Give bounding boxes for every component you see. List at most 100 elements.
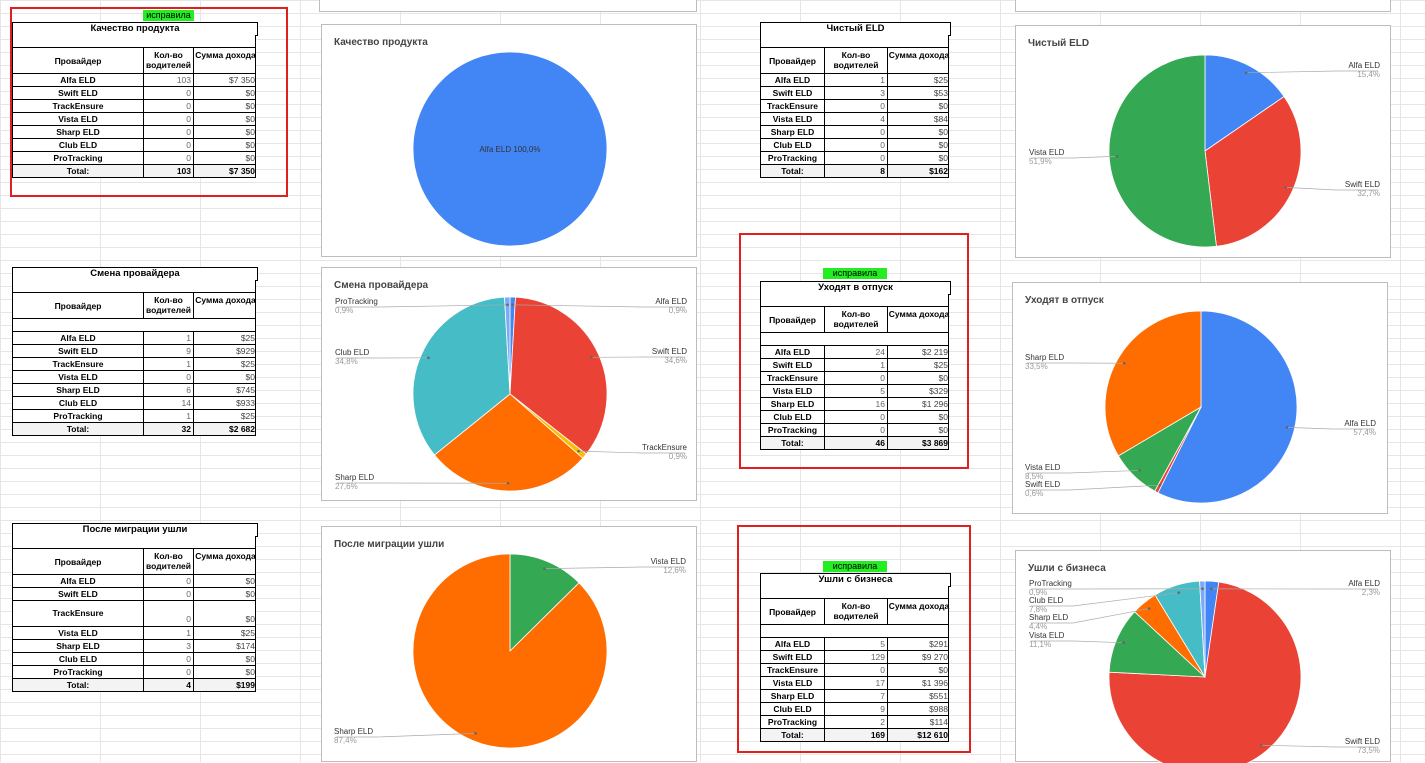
column-header[interactable]: Провайдер [761, 307, 825, 332]
provider-cell[interactable]: TrackEnsure [13, 601, 144, 626]
provider-cell[interactable]: Sharp ELD [13, 384, 144, 396]
drivers-cell[interactable]: 0 [144, 87, 194, 99]
column-header[interactable]: Провайдер [13, 549, 144, 574]
drivers-cell[interactable]: 4 [144, 679, 194, 691]
provider-cell[interactable]: Total: [13, 423, 144, 435]
drivers-cell[interactable]: 1 [144, 358, 194, 370]
empty-row[interactable] [12, 35, 256, 48]
column-header[interactable]: Кол-во водителей [144, 549, 194, 574]
provider-cell[interactable]: Total: [13, 679, 144, 691]
revenue-cell[interactable]: $329 [888, 385, 950, 397]
drivers-cell[interactable]: 0 [825, 664, 888, 676]
drivers-cell[interactable]: 0 [825, 152, 888, 164]
drivers-cell[interactable]: 0 [144, 100, 194, 112]
revenue-cell[interactable]: $0 [888, 152, 950, 164]
column-header[interactable]: Сумма дохода [888, 307, 950, 332]
provider-cell[interactable]: Club ELD [761, 139, 825, 151]
revenue-cell[interactable]: $25 [194, 332, 257, 344]
column-header[interactable]: Кол-во водителей [825, 599, 888, 624]
provider-cell[interactable]: Alfa ELD [13, 332, 144, 344]
provider-cell[interactable]: Swift ELD [13, 588, 144, 600]
revenue-cell[interactable]: $53 [888, 87, 950, 99]
drivers-cell[interactable]: 24 [825, 346, 888, 358]
provider-cell[interactable]: Club ELD [13, 397, 144, 409]
provider-cell[interactable]: Vista ELD [761, 385, 825, 397]
revenue-cell[interactable]: $745 [194, 384, 257, 396]
table-title[interactable]: Уходят в отпуск [760, 281, 951, 295]
drivers-cell[interactable]: 0 [144, 653, 194, 665]
revenue-cell[interactable]: $25 [888, 359, 950, 371]
revenue-cell[interactable]: $25 [194, 627, 257, 639]
revenue-cell[interactable]: $0 [194, 100, 257, 112]
drivers-cell[interactable]: 14 [144, 397, 194, 409]
revenue-cell[interactable]: $84 [888, 113, 950, 125]
provider-cell[interactable]: Swift ELD [13, 345, 144, 357]
provider-cell[interactable]: Club ELD [13, 139, 144, 151]
drivers-cell[interactable]: 3 [825, 87, 888, 99]
provider-cell[interactable]: Club ELD [13, 653, 144, 665]
provider-cell[interactable]: Total: [13, 165, 144, 177]
drivers-cell[interactable]: 103 [144, 165, 194, 177]
revenue-cell[interactable]: $0 [194, 601, 257, 626]
drivers-cell[interactable]: 9 [144, 345, 194, 357]
provider-cell[interactable]: Vista ELD [13, 627, 144, 639]
provider-cell[interactable]: Sharp ELD [13, 126, 144, 138]
revenue-cell[interactable]: $0 [194, 653, 257, 665]
empty-row[interactable] [760, 625, 949, 638]
provider-cell[interactable]: ProTracking [761, 716, 825, 728]
revenue-cell[interactable]: $0 [194, 113, 257, 125]
drivers-cell[interactable]: 0 [144, 139, 194, 151]
drivers-cell[interactable]: 7 [825, 690, 888, 702]
revenue-cell[interactable]: $9 270 [888, 651, 950, 663]
provider-cell[interactable]: Vista ELD [13, 371, 144, 383]
column-header[interactable]: Кол-во водителей [144, 48, 194, 73]
revenue-cell[interactable]: $291 [888, 638, 950, 650]
drivers-cell[interactable]: 5 [825, 385, 888, 397]
provider-cell[interactable]: Vista ELD [761, 677, 825, 689]
drivers-cell[interactable]: 103 [144, 74, 194, 86]
provider-cell[interactable]: TrackEnsure [13, 100, 144, 112]
provider-cell[interactable]: Total: [761, 437, 825, 449]
drivers-cell[interactable]: 0 [825, 424, 888, 436]
column-header[interactable]: Кол-во водителей [825, 48, 888, 73]
table-title[interactable]: Чистый ELD [760, 22, 951, 36]
provider-cell[interactable]: ProTracking [13, 666, 144, 678]
column-header[interactable]: Провайдер [761, 48, 825, 73]
revenue-cell[interactable]: $0 [194, 371, 257, 383]
provider-cell[interactable]: ProTracking [13, 152, 144, 164]
revenue-cell[interactable]: $929 [194, 345, 257, 357]
provider-cell[interactable]: Swift ELD [761, 651, 825, 663]
revenue-cell[interactable]: $551 [888, 690, 950, 702]
drivers-cell[interactable]: 1 [144, 627, 194, 639]
revenue-cell[interactable]: $7 350 [194, 74, 257, 86]
provider-cell[interactable]: Swift ELD [13, 87, 144, 99]
provider-cell[interactable]: Alfa ELD [13, 74, 144, 86]
empty-row[interactable] [760, 294, 949, 307]
drivers-cell[interactable]: 16 [825, 398, 888, 410]
revenue-cell[interactable]: $0 [888, 411, 950, 423]
provider-cell[interactable]: Sharp ELD [13, 640, 144, 652]
empty-row[interactable] [12, 319, 256, 332]
drivers-cell[interactable]: 4 [825, 113, 888, 125]
revenue-cell[interactable]: $174 [194, 640, 257, 652]
drivers-cell[interactable]: 1 [825, 359, 888, 371]
drivers-cell[interactable]: 0 [144, 601, 194, 626]
column-header[interactable]: Сумма дохода [194, 293, 257, 318]
provider-cell[interactable]: Total: [761, 729, 825, 741]
revenue-cell[interactable]: $933 [194, 397, 257, 409]
revenue-cell[interactable]: $0 [888, 664, 950, 676]
drivers-cell[interactable]: 0 [825, 372, 888, 384]
drivers-cell[interactable]: 1 [144, 410, 194, 422]
revenue-cell[interactable]: $12 610 [888, 729, 950, 741]
empty-row[interactable] [760, 333, 949, 346]
revenue-cell[interactable]: $0 [888, 372, 950, 384]
drivers-cell[interactable]: 169 [825, 729, 888, 741]
revenue-cell[interactable]: $0 [888, 126, 950, 138]
drivers-cell[interactable]: 0 [825, 411, 888, 423]
empty-row[interactable] [760, 586, 949, 599]
drivers-cell[interactable]: 32 [144, 423, 194, 435]
revenue-cell[interactable]: $0 [888, 139, 950, 151]
drivers-cell[interactable]: 17 [825, 677, 888, 689]
